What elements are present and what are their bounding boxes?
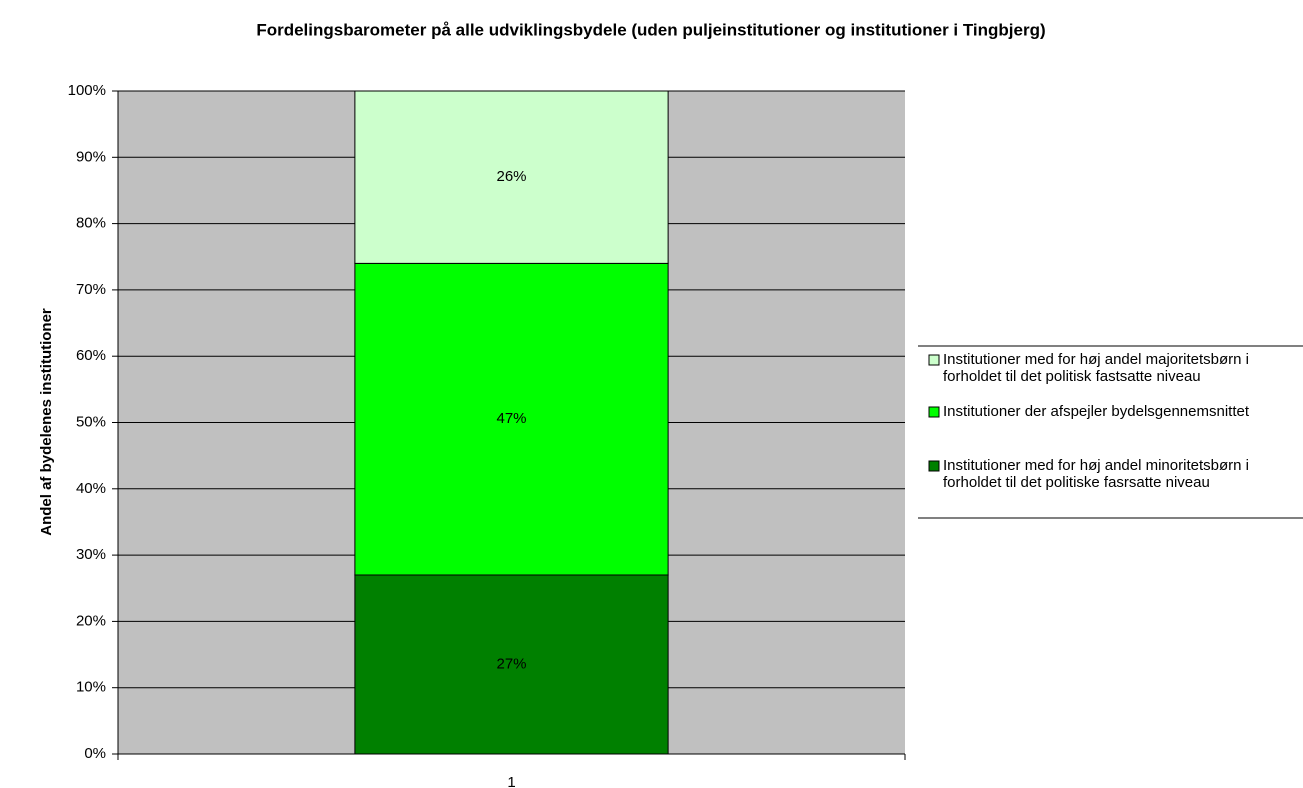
legend-label: Institutioner der afspejler bydelsgennem… xyxy=(943,403,1250,420)
chart-title: Fordelingsbarometer på alle udviklingsby… xyxy=(256,20,1045,39)
y-tick-label: 70% xyxy=(76,281,106,298)
y-axis-label: Andel af bydelenes institutioner xyxy=(38,308,55,536)
legend-label: Institutioner med for høj andel minorite… xyxy=(943,457,1249,491)
y-tick-label: 60% xyxy=(76,347,106,364)
y-tick-label: 30% xyxy=(76,546,106,563)
legend-label: Institutioner med for høj andel majorite… xyxy=(943,351,1249,385)
data-label: 27% xyxy=(496,655,526,672)
bar-segment xyxy=(354,90,669,264)
y-tick-label: 0% xyxy=(84,745,106,762)
y-tick-label: 90% xyxy=(76,148,106,165)
y-tick-label: 40% xyxy=(76,480,106,497)
y-tick-label: 80% xyxy=(76,215,106,232)
legend-swatch xyxy=(928,406,940,418)
y-tick-label: 50% xyxy=(76,413,106,430)
y-tick-label: 10% xyxy=(76,679,106,696)
legend-swatch xyxy=(928,460,940,472)
y-tick-label: 20% xyxy=(76,612,106,629)
bar-segment xyxy=(354,262,669,576)
y-tick-label: 100% xyxy=(68,82,106,99)
legend-swatch xyxy=(928,354,940,366)
data-label: 47% xyxy=(496,410,526,427)
bar-segment xyxy=(354,574,669,755)
data-label: 26% xyxy=(496,168,526,185)
x-tick-label: 1 xyxy=(507,774,515,788)
